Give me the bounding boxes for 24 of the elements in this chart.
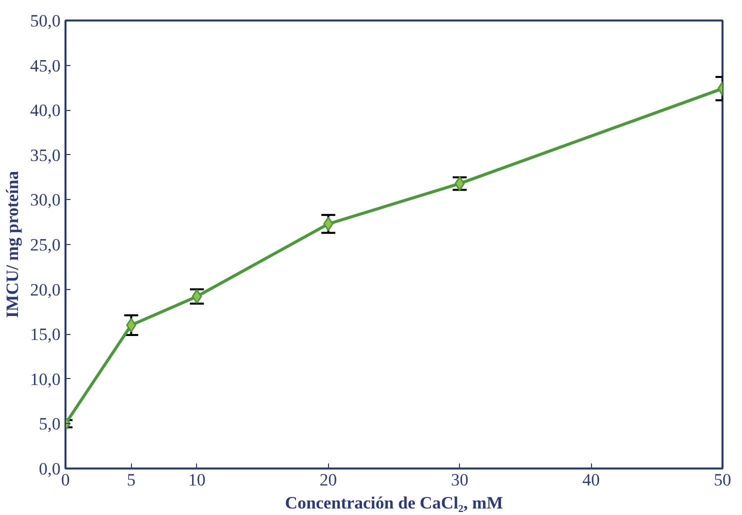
- x-tick-label: 10: [188, 470, 206, 490]
- y-tick-label: 5,0: [38, 414, 61, 434]
- y-tick-label: 0,0: [38, 460, 61, 478]
- y-tick-label: 10,0: [30, 370, 61, 389]
- x-tick-label: 40: [582, 470, 600, 490]
- y-tick-label: 45,0: [30, 56, 61, 76]
- x-tick-label: 5: [126, 470, 136, 490]
- x-axis-title: Concentración de CaCl₂, mM: [285, 494, 503, 512]
- y-tick-label: 35,0: [30, 146, 61, 165]
- y-tick-label: 50,0: [30, 12, 61, 30]
- point: [192, 289, 202, 304]
- point: [323, 216, 334, 232]
- point: [454, 176, 465, 191]
- y-tick-label: 20,0: [30, 280, 61, 300]
- y-tick-label: 25,0: [30, 236, 61, 254]
- x-tick-label: 50: [714, 470, 732, 490]
- x-tick-label: 0: [61, 470, 70, 490]
- y-tick-label: 40,0: [30, 101, 61, 120]
- y-axis-title: IMCU/ mg proteína: [3, 170, 22, 318]
- y-tick-label: 15,0: [30, 325, 61, 344]
- y-tick-label: 30,0: [30, 190, 61, 210]
- x-tick-label: 20: [320, 470, 337, 490]
- x-tick-label: 30: [451, 470, 468, 490]
- point: [126, 318, 136, 332]
